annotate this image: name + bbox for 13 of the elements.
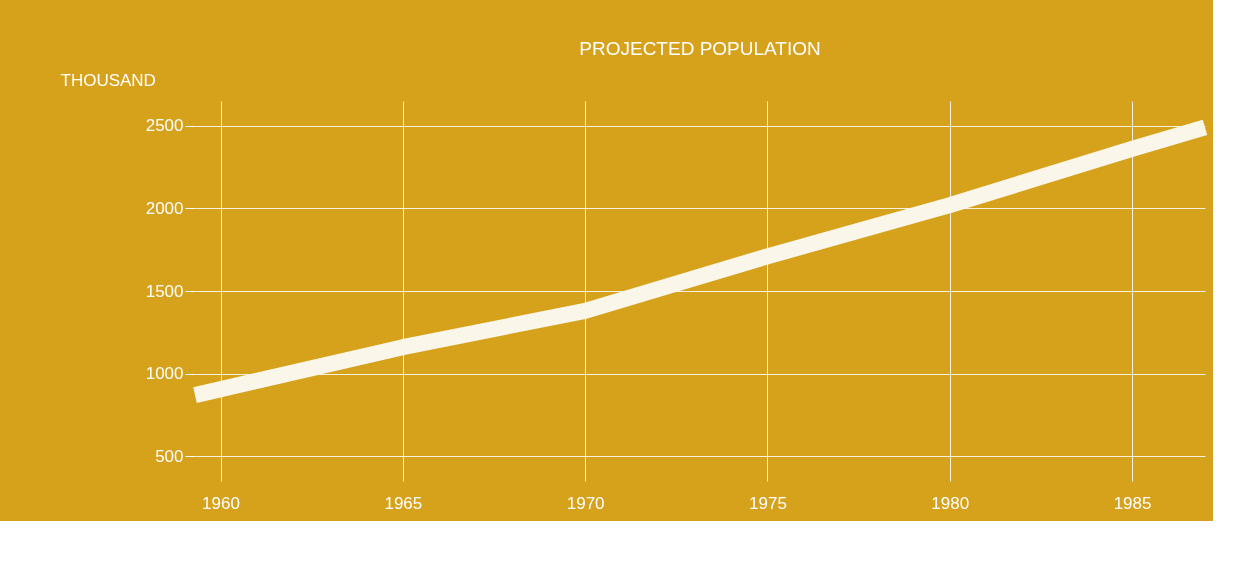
y-axis-title: THOUSAND: [60, 70, 156, 90]
x-tick-label: 1965: [384, 493, 423, 513]
x-tick-label: 1975: [749, 493, 787, 513]
y-tick-label: 1000: [145, 364, 184, 384]
x-tick-label: 1960: [202, 493, 240, 513]
y-tick-label: 500: [155, 446, 184, 466]
x-tick-label: 1980: [931, 493, 970, 513]
y-tick-label: 2500: [145, 116, 184, 136]
x-tick-label: 1985: [1113, 493, 1152, 513]
y-tick-label: 1500: [145, 281, 184, 301]
y-tick-label: 2000: [145, 198, 184, 218]
chart-title: PROJECTED POPULATION: [579, 38, 821, 59]
x-tick-label: 1970: [566, 493, 605, 513]
